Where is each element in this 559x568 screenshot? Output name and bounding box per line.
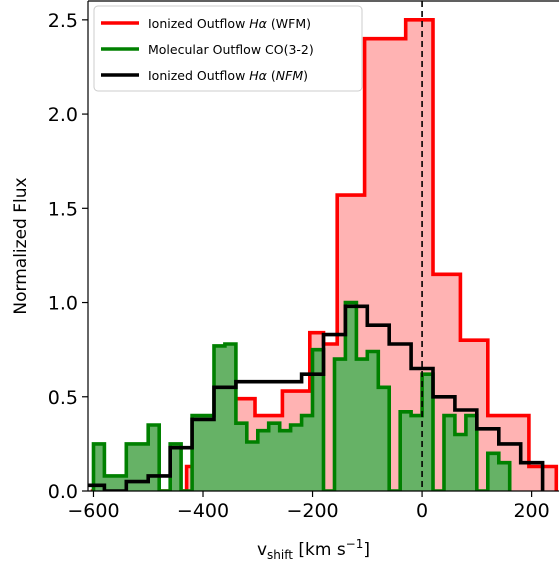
y-tick-label: 0.5 — [48, 387, 78, 409]
y-tick-label: 0.0 — [48, 481, 78, 503]
series-3-ionized-outflow-h-nfm — [88, 304, 545, 491]
y-axis-label: Normalized Flux — [11, 177, 31, 314]
x-axis-label: vshift [km s−1] — [257, 537, 370, 562]
legend-entry-2: Molecular Outflow CO(3-2) — [148, 42, 314, 57]
legend: Ionized Outflow Hα (WFM) Molecular Outflo… — [93, 5, 363, 92]
y-tick-label: 2.0 — [48, 104, 78, 126]
y-tick-label: 1.0 — [48, 293, 78, 315]
x-tick-label: −600 — [67, 500, 119, 522]
legend-entry-3: Ionized Outflow Hα (NFM) — [148, 68, 308, 83]
x-tick-label: 0 — [416, 500, 428, 522]
legend-entry-1: Ionized Outflow Hα (WFM) — [148, 16, 311, 31]
y-tick-label: 2.5 — [48, 10, 78, 32]
legend-frame — [93, 5, 363, 92]
x-tick-label: −200 — [286, 500, 338, 522]
series-1-fill — [90, 19, 557, 491]
x-tick-label: −400 — [177, 500, 229, 522]
plot-area — [88, 1, 559, 491]
x-tick-label: 200 — [513, 500, 549, 522]
series-3-step-line — [88, 304, 545, 491]
y-tick-label: 1.5 — [48, 198, 78, 220]
series-2-fill — [93, 302, 510, 491]
axes: −600 −400 −200 0 200 0.0 0.5 1.0 1.5 2.0 2.5 Normal… — [11, 0, 559, 562]
